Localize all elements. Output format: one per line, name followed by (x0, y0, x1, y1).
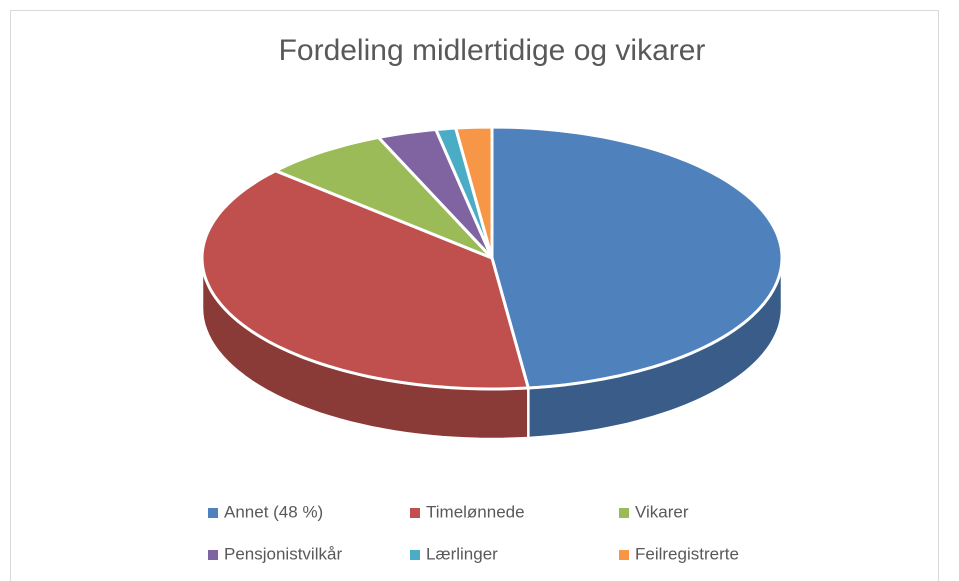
slice (377, 128, 494, 260)
legend-label: Vikarer (635, 502, 689, 521)
legend-label: Timelønnede (426, 502, 525, 521)
slice (274, 135, 494, 260)
legend-label: Feilregistrerte (635, 544, 739, 563)
slice (490, 125, 784, 390)
chart-title: Fordeling midlertidige og vikarer (279, 34, 706, 67)
legend-swatch (410, 508, 420, 518)
legend-swatch (208, 550, 218, 560)
legend-swatch (619, 508, 629, 518)
legend-swatch (619, 550, 629, 560)
slice (454, 125, 494, 260)
legend-label: Pensjonistvilkår (224, 544, 342, 563)
slice (200, 169, 530, 391)
legend-swatch (410, 550, 420, 560)
legend-swatch (208, 508, 218, 518)
legend-label: Lærlinger (426, 544, 498, 563)
legend-label: Annet (48 %) (224, 502, 323, 521)
